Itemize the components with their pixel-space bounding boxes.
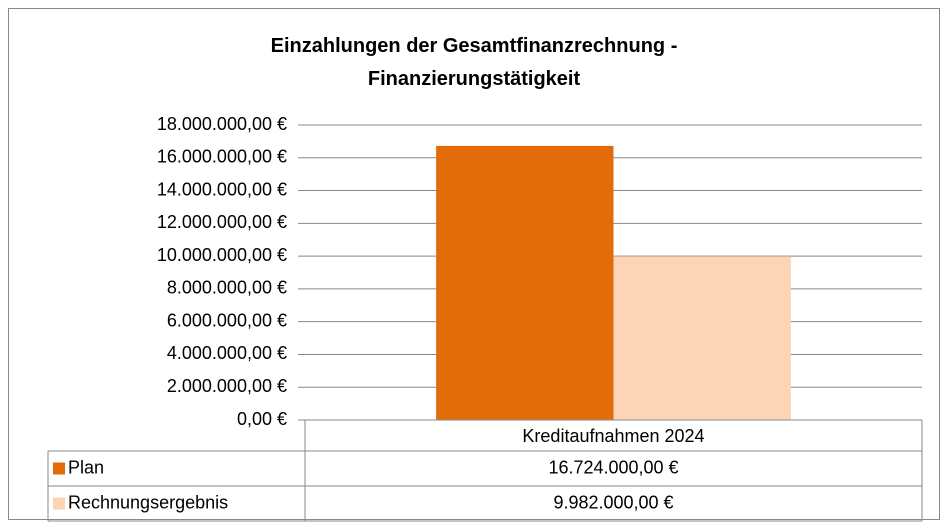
legend-key [53, 497, 65, 510]
y-tick-label: 4.000.000,00 € [167, 343, 287, 363]
legend-label: Rechnungsergebnis [68, 492, 228, 512]
y-tick-label: 12.000.000,00 € [157, 212, 287, 232]
table-value: 9.982.000,00 € [553, 492, 673, 512]
y-tick-label: 14.000.000,00 € [157, 179, 287, 199]
chart-title: Einzahlungen der Gesamtfinanzrechnung - … [270, 35, 678, 90]
y-tick-label: 16.000.000,00 € [157, 147, 287, 167]
y-tick-label: 8.000.000,00 € [167, 278, 287, 298]
table-value: 16.724.000,00 € [548, 457, 678, 477]
y-tick-label: 0,00 € [237, 409, 287, 429]
y-tick-label: 18.000.000,00 € [157, 114, 287, 134]
bar [436, 145, 614, 420]
legend-label: Plan [68, 457, 104, 477]
y-tick-label: 6.000.000,00 € [167, 310, 287, 330]
x-tick-label: Kreditaufnahmen 2024 [522, 426, 704, 446]
y-tick-label: 2.000.000,00 € [167, 376, 287, 396]
y-tick-label: 10.000.000,00 € [157, 245, 287, 265]
legend-key [53, 462, 65, 475]
bar [613, 256, 791, 420]
